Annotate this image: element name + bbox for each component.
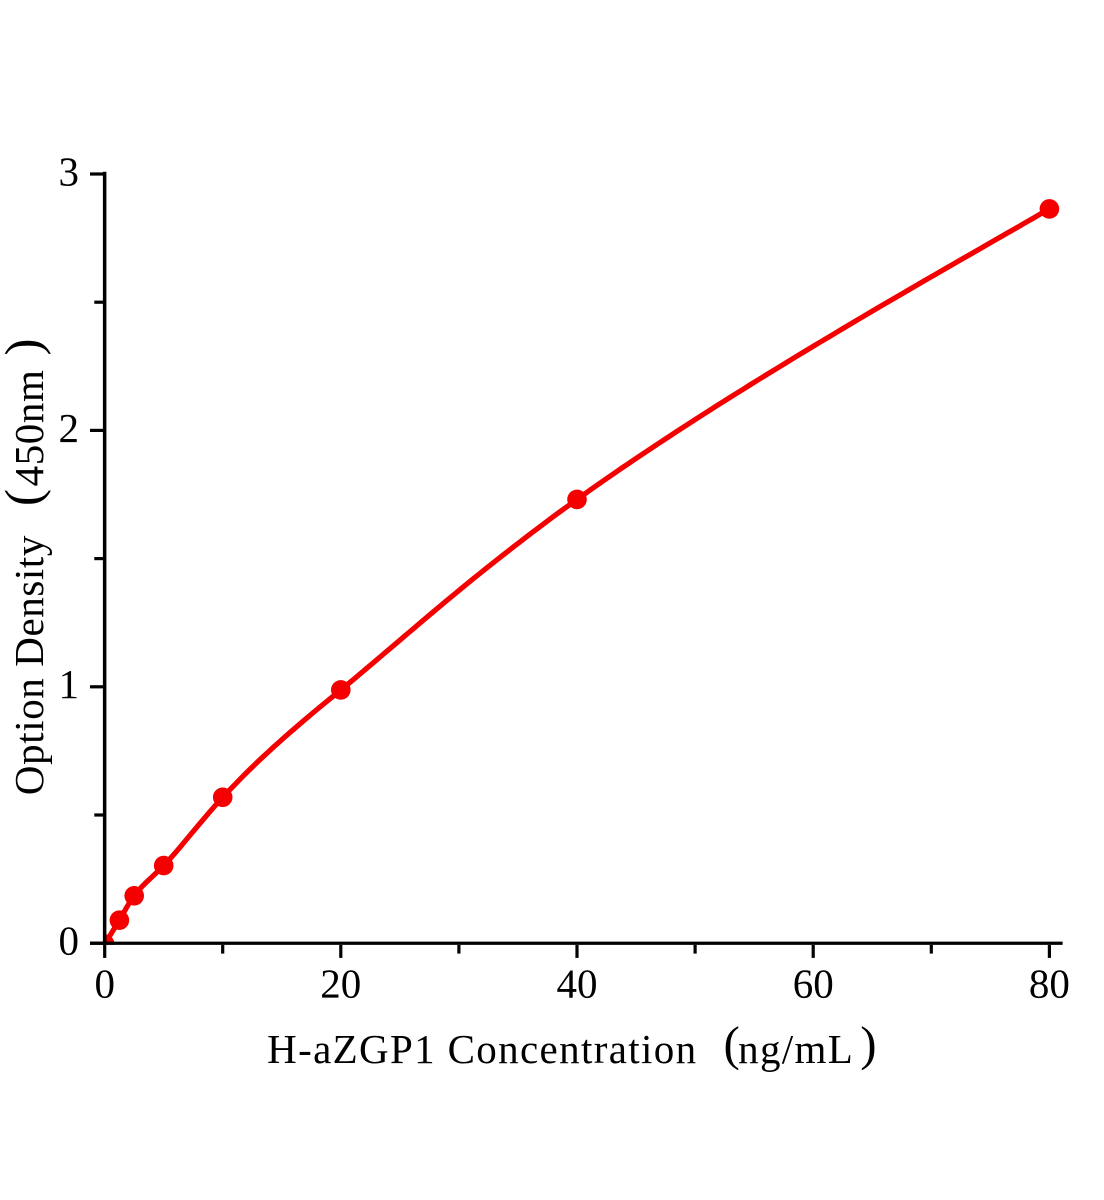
svg-text:0: 0 xyxy=(59,918,80,964)
svg-text:2: 2 xyxy=(59,405,80,451)
svg-text:3: 3 xyxy=(59,148,80,194)
svg-text:80: 80 xyxy=(1029,961,1070,1007)
svg-text:0: 0 xyxy=(94,961,115,1007)
svg-text:H-aZGP1 Concentration(ng/mL): H-aZGP1 Concentration (ng/mL) xyxy=(267,1016,878,1072)
svg-text:60: 60 xyxy=(793,961,834,1007)
svg-text:40: 40 xyxy=(557,961,598,1007)
svg-text:1: 1 xyxy=(59,661,80,707)
svg-text:20: 20 xyxy=(320,961,361,1007)
svg-text:Option Density(450nm): Option Density(450nm) xyxy=(0,338,52,795)
